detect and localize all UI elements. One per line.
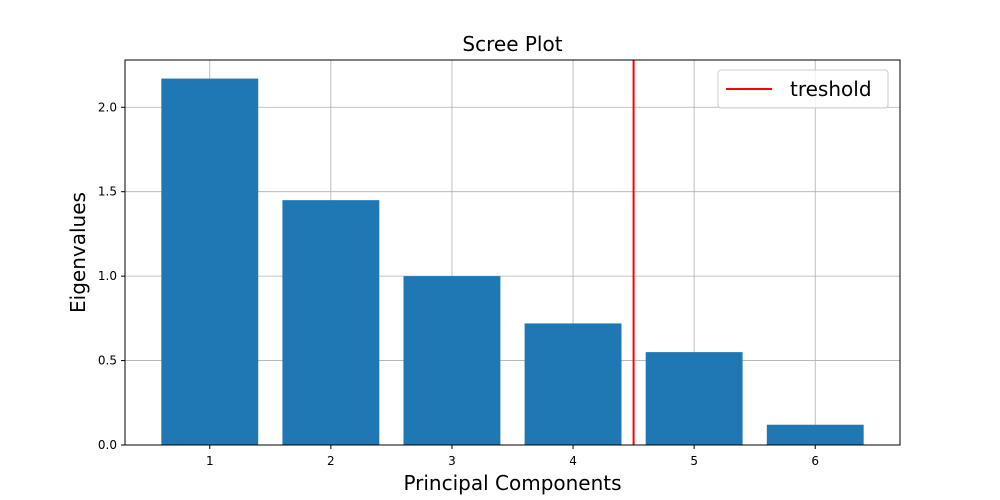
y-tick-label-3: 1.5	[98, 185, 117, 199]
bar-4	[524, 323, 622, 445]
bar-1	[161, 78, 259, 446]
x-tick-label-3: 3	[448, 454, 456, 468]
y-axis-label: Eigenvalues	[66, 192, 90, 313]
legend: treshold	[717, 69, 889, 109]
x-tick-label-5: 5	[690, 454, 698, 468]
x-tick-label-4: 4	[569, 454, 577, 468]
y-tick-label-1: 0.5	[98, 354, 117, 368]
legend-label-threshold: treshold	[790, 77, 872, 101]
chart-title: Scree Plot	[462, 32, 562, 56]
bars	[161, 78, 864, 446]
bar-5	[645, 352, 743, 445]
x-tick-label-6: 6	[811, 454, 819, 468]
axis-ticks: 1 2 3 4 5 6 0.0 0.5 1.0 1.5 2.0	[98, 100, 819, 468]
x-tick-label-1: 1	[206, 454, 214, 468]
plot-area-frame	[124, 59, 901, 446]
x-axis-label: Principal Components	[403, 471, 621, 495]
bar-2	[282, 200, 380, 445]
y-tick-label-4: 2.0	[98, 100, 117, 114]
legend-box	[717, 69, 889, 109]
y-tick-label-2: 1.0	[98, 269, 117, 283]
x-tick-label-2: 2	[327, 454, 335, 468]
y-tick-label-0: 0.0	[98, 438, 117, 452]
bar-6	[766, 424, 864, 445]
bar-3	[403, 276, 501, 445]
